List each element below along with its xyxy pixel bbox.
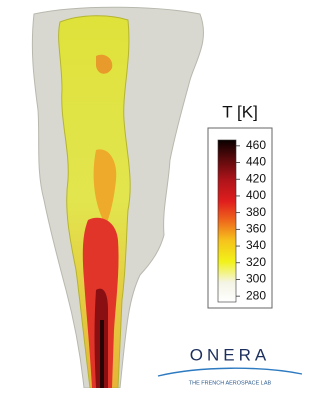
logo-tagline: THE FRENCH AEROSPACE LAB bbox=[189, 380, 272, 386]
tick-label: 440 bbox=[246, 155, 266, 169]
colorbar bbox=[218, 140, 236, 302]
tick-label: 300 bbox=[246, 272, 266, 286]
tick-label: 280 bbox=[246, 288, 266, 302]
tick-label: 360 bbox=[246, 222, 266, 236]
logo: ONERA THE FRENCH AEROSPACE LAB bbox=[158, 345, 302, 386]
logo-name: ONERA bbox=[190, 345, 270, 364]
scene: T [K] 460 440 420 400 380 360 340 320 300 280 ONE… bbox=[0, 0, 316, 388]
tick-label: 380 bbox=[246, 205, 266, 219]
logo-swoosh bbox=[158, 368, 302, 376]
tick-label: 320 bbox=[246, 255, 266, 269]
tick-label: 400 bbox=[246, 188, 266, 202]
tick-label: 460 bbox=[246, 138, 266, 152]
tick-label: 420 bbox=[246, 171, 266, 185]
plume bbox=[32, 7, 203, 388]
tick-label: 340 bbox=[246, 238, 266, 252]
colorbar-title: T [K] bbox=[222, 102, 258, 121]
